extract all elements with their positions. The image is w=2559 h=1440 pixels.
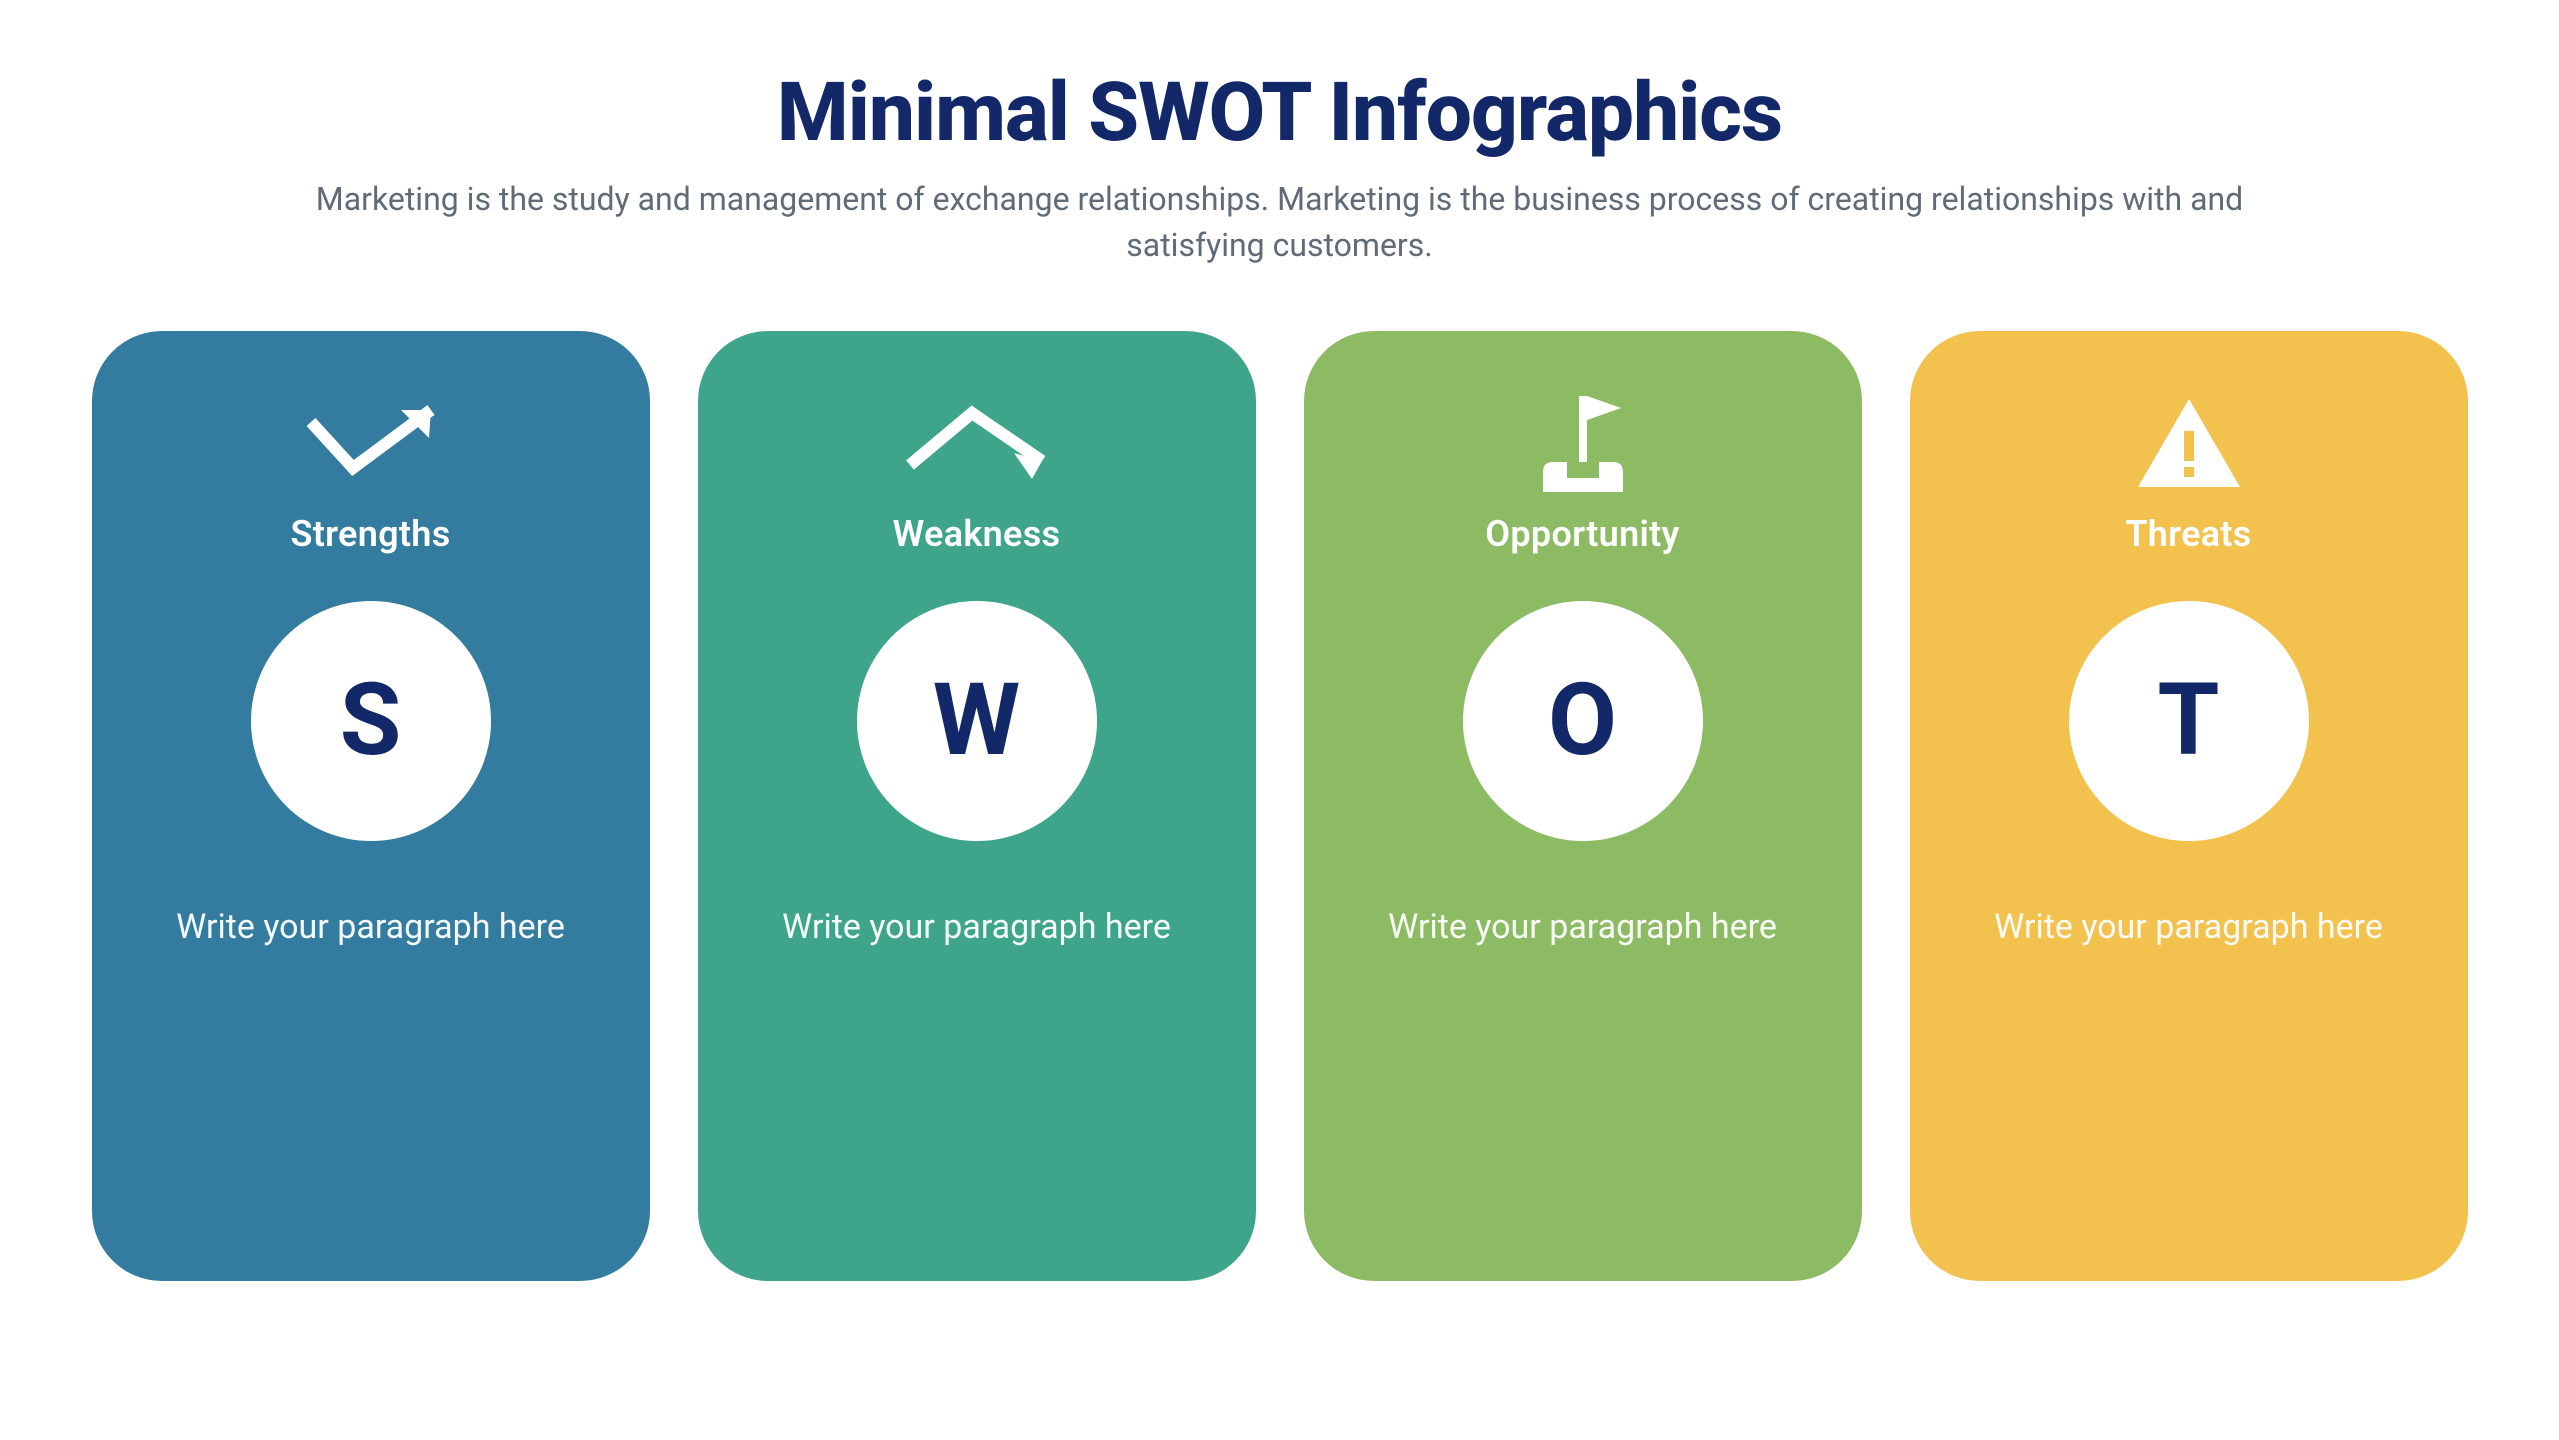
- card-title-threats: Threats: [2125, 513, 2251, 555]
- swot-cards-row: Strengths S Write your paragraph here We…: [90, 331, 2469, 1281]
- letter-weakness: W: [933, 671, 1021, 771]
- card-weakness: Weakness W Write your paragraph here: [698, 331, 1256, 1281]
- warning-icon: [2134, 385, 2244, 505]
- letter-circle-weakness: W: [857, 601, 1097, 841]
- letter-circle-threats: T: [2069, 601, 2309, 841]
- page-title: Minimal SWOT Infographics: [777, 70, 1782, 156]
- card-body-threats: Write your paragraph here: [1994, 905, 2383, 951]
- card-body-opportunity: Write your paragraph here: [1388, 905, 1777, 951]
- trend-up-icon: [301, 385, 441, 505]
- trend-down-icon: [902, 385, 1052, 505]
- card-title-opportunity: Opportunity: [1485, 513, 1679, 555]
- card-title-strengths: Strengths: [290, 513, 450, 555]
- card-opportunity: Opportunity O Write your paragraph here: [1304, 331, 1862, 1281]
- letter-circle-opportunity: O: [1463, 601, 1703, 841]
- letter-opportunity: O: [1548, 671, 1617, 771]
- letter-strengths: S: [340, 671, 402, 771]
- card-threats: Threats T Write your paragraph here: [1910, 331, 2468, 1281]
- letter-circle-strengths: S: [251, 601, 491, 841]
- page-subtitle: Marketing is the study and management of…: [280, 176, 2280, 269]
- flag-base-icon: [1523, 385, 1643, 505]
- card-strengths: Strengths S Write your paragraph here: [92, 331, 650, 1281]
- card-title-weakness: Weakness: [893, 513, 1061, 555]
- card-body-weakness: Write your paragraph here: [782, 905, 1171, 951]
- card-body-strengths: Write your paragraph here: [176, 905, 565, 951]
- letter-threats: T: [2158, 671, 2220, 771]
